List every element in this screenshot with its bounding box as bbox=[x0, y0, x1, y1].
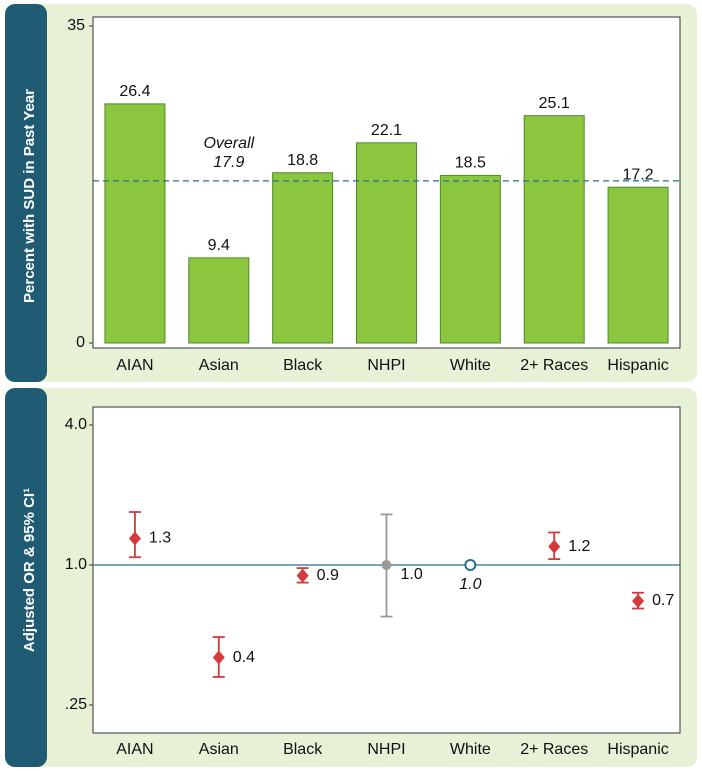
overall-value: 17.9 bbox=[213, 154, 244, 171]
point bbox=[381, 560, 392, 570]
x-tick-label: Asian bbox=[199, 357, 239, 374]
bar bbox=[188, 257, 250, 344]
y-tick-label: 4.0 bbox=[65, 416, 87, 433]
point bbox=[128, 531, 141, 546]
data-label: 1.3 bbox=[149, 530, 171, 547]
x-tick-label: Hispanic bbox=[607, 357, 668, 374]
point bbox=[296, 568, 309, 583]
data-label: 26.4 bbox=[119, 83, 150, 100]
x-tick-label: 2+ Races bbox=[520, 741, 588, 758]
data-label: 1.2 bbox=[568, 538, 590, 555]
x-tick-label: Black bbox=[283, 741, 323, 758]
y-axis-label: Percent with SUD in Past Year bbox=[21, 89, 38, 303]
x-tick-label: Black bbox=[283, 357, 323, 374]
bar bbox=[607, 186, 669, 344]
data-label: 1.0 bbox=[459, 576, 481, 593]
data-label: 25.1 bbox=[539, 95, 570, 112]
x-tick-label: AIAN bbox=[116, 357, 153, 374]
data-label: 0.7 bbox=[652, 592, 674, 609]
panel-strip bbox=[5, 388, 47, 767]
point bbox=[632, 594, 645, 609]
data-label: 22.1 bbox=[371, 122, 402, 139]
bar bbox=[523, 115, 585, 344]
x-tick-label: Asian bbox=[199, 741, 239, 758]
y-axis-label: Adjusted OR & 95% CI¹ bbox=[21, 488, 38, 652]
point bbox=[212, 650, 225, 665]
data-label: 18.8 bbox=[287, 152, 318, 169]
bar bbox=[356, 142, 417, 344]
x-tick-label: White bbox=[450, 357, 491, 374]
point bbox=[548, 539, 561, 554]
data-label: 0.4 bbox=[233, 649, 255, 666]
data-label: 9.4 bbox=[208, 237, 230, 254]
x-tick-label: NHPI bbox=[367, 741, 405, 758]
overall-label: Overall bbox=[203, 135, 254, 152]
point bbox=[464, 559, 477, 571]
x-tick-label: NHPI bbox=[367, 357, 405, 374]
x-tick-label: AIAN bbox=[116, 741, 153, 758]
y-tick-label: 1.0 bbox=[65, 556, 87, 573]
x-tick-label: White bbox=[450, 741, 491, 758]
bar bbox=[104, 103, 166, 344]
data-label: 1.0 bbox=[401, 566, 423, 583]
bar bbox=[439, 174, 501, 344]
data-label: 18.5 bbox=[455, 155, 486, 172]
data-label: 17.2 bbox=[623, 166, 654, 183]
bar bbox=[272, 172, 334, 344]
panel-strip bbox=[5, 4, 47, 382]
y-tick-label: 0 bbox=[76, 334, 85, 351]
x-tick-label: 2+ Races bbox=[520, 357, 588, 374]
data-label: 0.9 bbox=[317, 567, 339, 584]
y-tick-label: 35 bbox=[67, 17, 85, 34]
x-tick-label: Hispanic bbox=[607, 741, 668, 758]
y-tick-label: .25 bbox=[65, 696, 87, 713]
